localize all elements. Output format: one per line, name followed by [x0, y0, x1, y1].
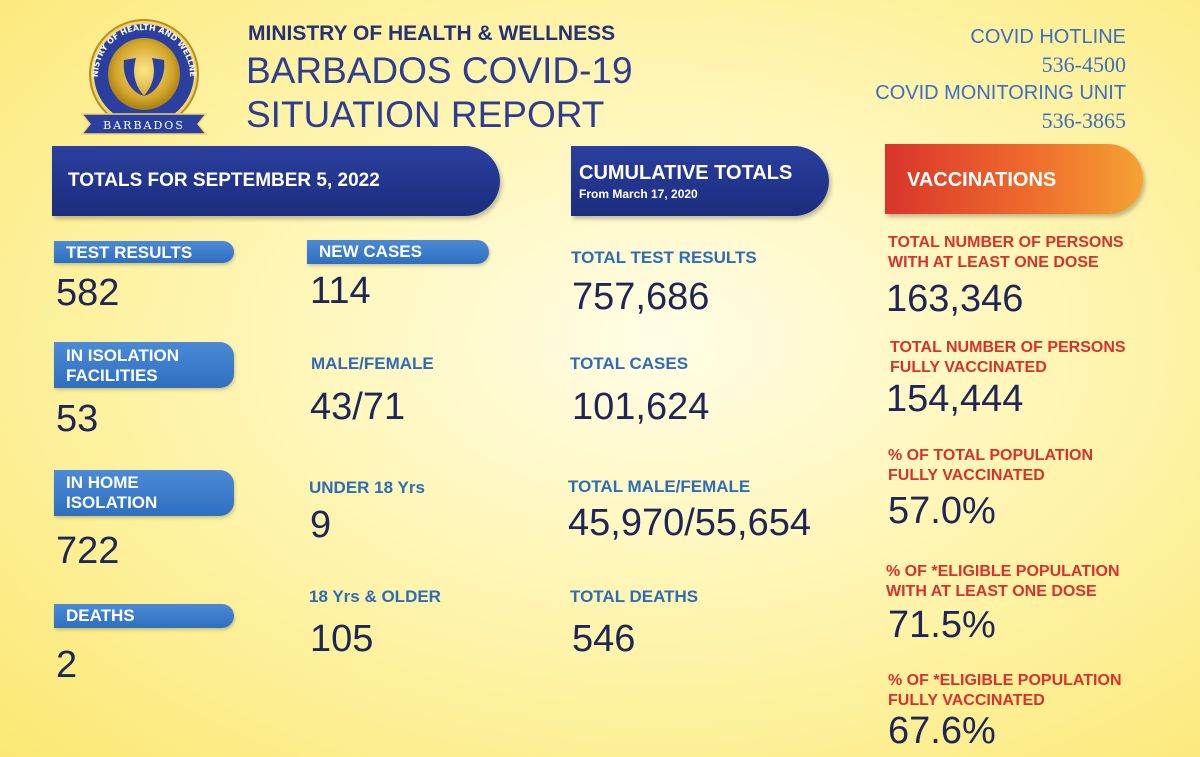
total-deaths-value: 546 — [572, 618, 636, 660]
isolation-facilities-label-line2: FACILITIES — [66, 366, 158, 385]
fully-vaccinated-value: 154,444 — [886, 378, 1024, 420]
pct-eligible-fully-value: 67.6% — [888, 710, 996, 752]
isolation-facilities-label-line1: IN ISOLATION — [66, 346, 180, 365]
pct-eligible-one-dose-label-line2: WITH AT LEAST ONE DOSE — [886, 583, 1097, 600]
one-dose-label: TOTAL NUMBER OF PERSONS WITH AT LEAST ON… — [888, 233, 1124, 273]
monitoring-unit-label: COVID MONITORING UNIT — [875, 82, 1126, 104]
under-18-value: 9 — [310, 504, 332, 546]
total-cases-value: 101,624 — [572, 386, 710, 428]
pct-eligible-fully-label-line2: FULLY VACCINATED — [888, 692, 1045, 709]
cumulative-totals-banner: CUMULATIVE TOTALS From March 17, 2020 — [571, 146, 829, 216]
male-female-label: MALE/FEMALE — [311, 354, 434, 373]
deaths-value: 2 — [56, 644, 78, 686]
home-isolation-label-line2: ISOLATION — [66, 493, 158, 512]
pct-eligible-one-dose-label-line1: % OF *ELIGIBLE POPULATION — [886, 563, 1120, 580]
total-tests-label: TOTAL TEST RESULTS — [571, 248, 757, 267]
total-deaths-label: TOTAL DEATHS — [570, 587, 699, 606]
fully-vaccinated-label-line1: TOTAL NUMBER OF PERSONS — [890, 339, 1126, 356]
isolation-facilities-label: IN ISOLATION FACILITIES — [54, 342, 234, 388]
fully-vaccinated-label: TOTAL NUMBER OF PERSONS FULLY VACCINATED — [890, 338, 1126, 378]
one-dose-label-line1: TOTAL NUMBER OF PERSONS — [888, 234, 1124, 251]
one-dose-value: 163,346 — [886, 278, 1024, 320]
home-isolation-label: IN HOME ISOLATION — [54, 470, 234, 516]
report-title-line2: SITUATION REPORT — [246, 94, 605, 135]
cumulative-banner-title: CUMULATIVE TOTALS — [579, 162, 793, 184]
monitoring-unit-number[interactable]: 536-3865 — [1041, 108, 1126, 133]
total-cases-label: TOTAL CASES — [570, 354, 689, 373]
pct-total-fully-value: 57.0% — [888, 490, 996, 532]
male-female-value: 43/71 — [310, 386, 406, 428]
one-dose-label-line2: WITH AT LEAST ONE DOSE — [888, 254, 1099, 271]
pct-eligible-one-dose-value: 71.5% — [888, 604, 996, 646]
total-tests-value: 757,686 — [572, 276, 710, 318]
report-title-line1: BARBADOS COVID-19 — [246, 50, 633, 91]
over-18-value: 105 — [310, 618, 374, 660]
under-18-label: UNDER 18 Yrs — [309, 478, 425, 497]
cumulative-banner-subtitle: From March 17, 2020 — [579, 187, 698, 201]
svg-text:BARBADOS: BARBADOS — [103, 119, 185, 132]
hotline-label: COVID HOTLINE — [970, 26, 1126, 48]
over-18-label: 18 Yrs & OLDER — [309, 587, 441, 606]
total-male-female-value: 45,970/55,654 — [568, 502, 812, 544]
test-results-label: TEST RESULTS — [54, 241, 234, 263]
pct-total-fully-label-line2: FULLY VACCINATED — [888, 467, 1045, 484]
new-cases-label: NEW CASES — [307, 240, 489, 264]
pct-eligible-fully-label-line1: % OF *ELIGIBLE POPULATION — [888, 672, 1122, 689]
vaccinations-banner: VACCINATIONS — [885, 144, 1143, 214]
total-male-female-label: TOTAL MALE/FEMALE — [568, 477, 751, 496]
fully-vaccinated-label-line2: FULLY VACCINATED — [890, 359, 1047, 376]
isolation-facilities-value: 53 — [56, 398, 99, 440]
pct-eligible-one-dose-label: % OF *ELIGIBLE POPULATION WITH AT LEAST … — [886, 562, 1120, 602]
ministry-name: MINISTRY OF HEALTH & WELLNESS — [248, 22, 616, 45]
hotline-number[interactable]: 536-4500 — [1041, 52, 1126, 77]
new-cases-value: 114 — [310, 270, 371, 312]
pct-total-fully-label-line1: % OF TOTAL POPULATION — [888, 447, 1094, 464]
test-results-value: 582 — [56, 272, 120, 314]
deaths-label: DEATHS — [54, 604, 234, 628]
home-isolation-value: 722 — [56, 530, 120, 572]
daily-totals-banner: TOTALS FOR SEPTEMBER 5, 2022 — [52, 146, 500, 216]
pct-eligible-fully-label: % OF *ELIGIBLE POPULATION FULLY VACCINAT… — [888, 671, 1122, 711]
home-isolation-label-line1: IN HOME — [66, 473, 139, 492]
pct-total-fully-label: % OF TOTAL POPULATION FULLY VACCINATED — [888, 446, 1093, 486]
ministry-logo: MINISTRY OF HEALTH AND WELLNESS BARBADOS — [74, 11, 210, 136]
